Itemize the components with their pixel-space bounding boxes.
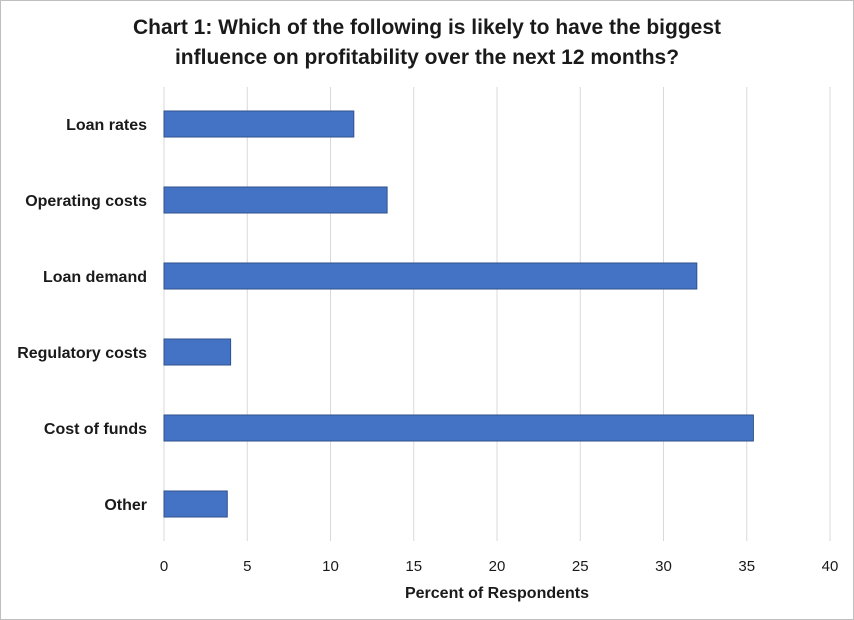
category-label-cost-of-funds: Cost of funds	[44, 421, 147, 438]
x-tick-15: 15	[405, 558, 422, 575]
category-label-other: Other	[104, 497, 147, 514]
gridlines	[163, 87, 831, 541]
x-tick-25: 25	[572, 558, 589, 575]
x-tick-40: 40	[822, 558, 839, 575]
category-label-regulatory-costs: Regulatory costs	[17, 345, 147, 362]
x-tick-0: 0	[160, 558, 168, 575]
x-tick-10: 10	[322, 558, 339, 575]
bar-loan-rates	[163, 110, 355, 138]
x-axis-label: Percent of Respondents	[405, 585, 589, 602]
bar-cost-of-funds	[163, 414, 754, 442]
chart-title-line-1: Chart 1: Which of the following is likel…	[133, 16, 721, 39]
x-tick-20: 20	[489, 558, 506, 575]
category-label-loan-demand: Loan demand	[43, 269, 147, 286]
category-labels: Loan rates Operating costs Loan demand Regu…	[17, 117, 147, 514]
bar-other	[163, 490, 228, 518]
x-tick-30: 30	[655, 558, 672, 575]
x-tick-35: 35	[738, 558, 755, 575]
chart-title-line-2: influence on profitability over the next…	[175, 46, 679, 69]
bars	[163, 110, 754, 518]
category-label-operating-costs: Operating costs	[25, 193, 147, 210]
bar-operating-costs	[163, 186, 388, 214]
category-label-loan-rates: Loan rates	[66, 117, 147, 134]
bar-regulatory-costs	[163, 338, 232, 366]
x-tick-5: 5	[243, 558, 251, 575]
x-tick-labels: 0 5 10 15 20 25 30 35 40	[160, 558, 839, 575]
bar-loan-demand	[163, 262, 698, 290]
